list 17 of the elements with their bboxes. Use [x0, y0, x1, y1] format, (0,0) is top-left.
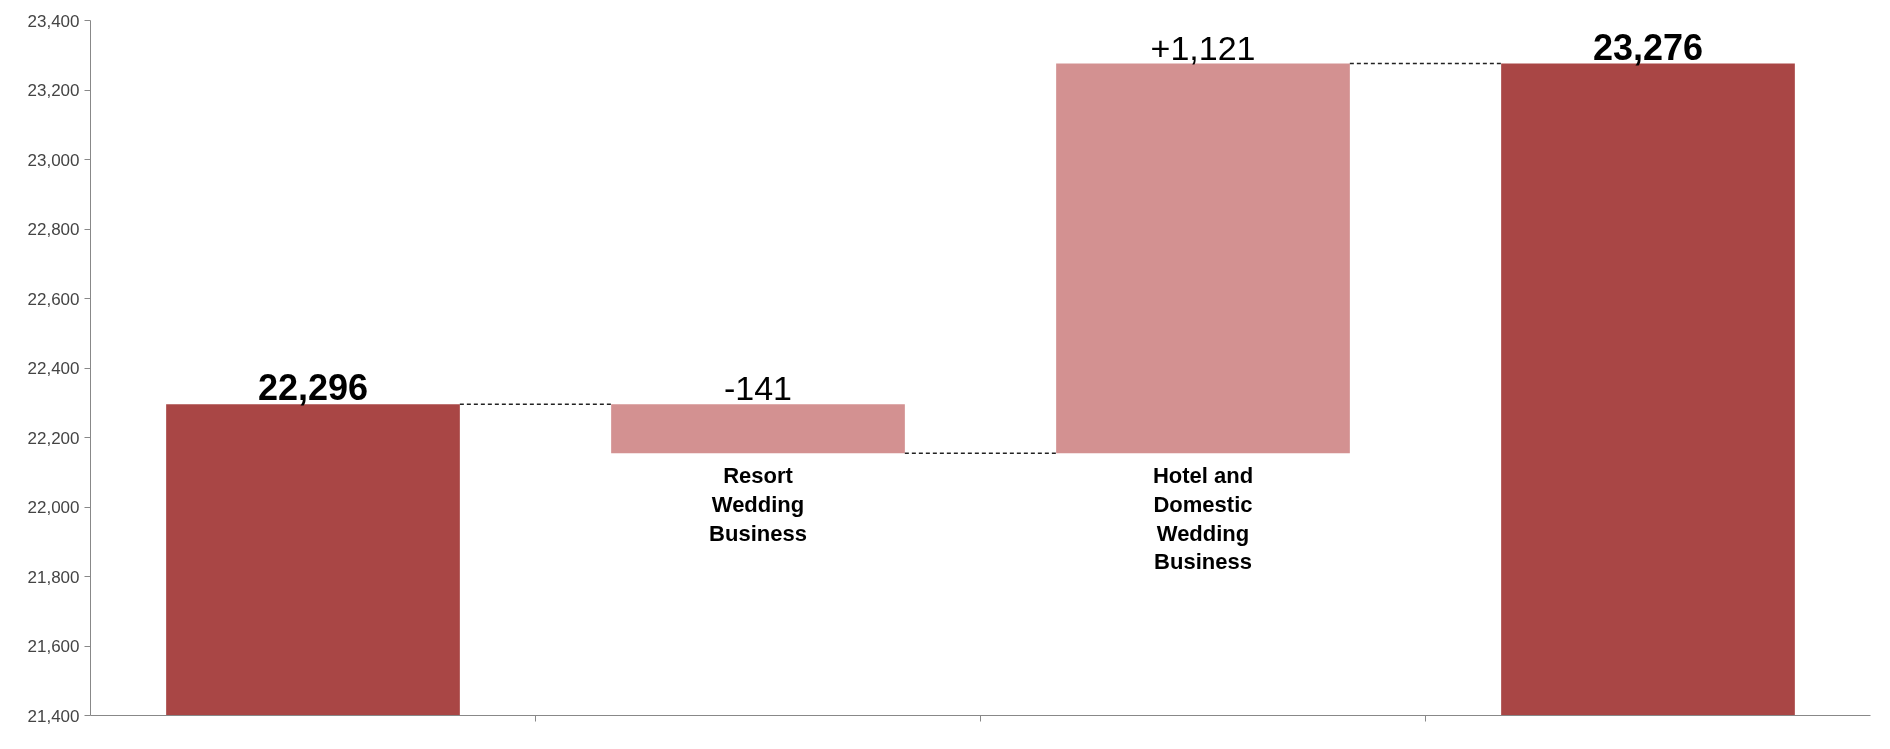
y-tick-label: 22,800	[27, 220, 80, 239]
y-tick-label: 21,400	[27, 706, 80, 726]
y-tick-label: 23,400	[27, 11, 80, 31]
data-label: -141	[723, 369, 793, 408]
data-label: +1,121	[1150, 28, 1256, 67]
y-tick-label: 21,600	[27, 637, 80, 656]
x-tick-label: Hotel and Domestic Wedding Business	[1152, 463, 1254, 575]
y-tick-label: 22,000	[27, 498, 80, 517]
y-tick-label: 23,200	[27, 81, 80, 100]
y-tick-label: 22,400	[27, 359, 80, 378]
y-tick-label: 23,000	[27, 150, 80, 170]
y-tick-label: 22,200	[27, 428, 80, 448]
y-tick-label: 22,600	[27, 289, 80, 309]
y-tick-label: 21,800	[27, 567, 80, 587]
data-label: 22,296	[257, 367, 369, 409]
data-label: 23,276	[1592, 26, 1704, 68]
x-tick-label: Resort Wedding Business	[709, 463, 807, 546]
